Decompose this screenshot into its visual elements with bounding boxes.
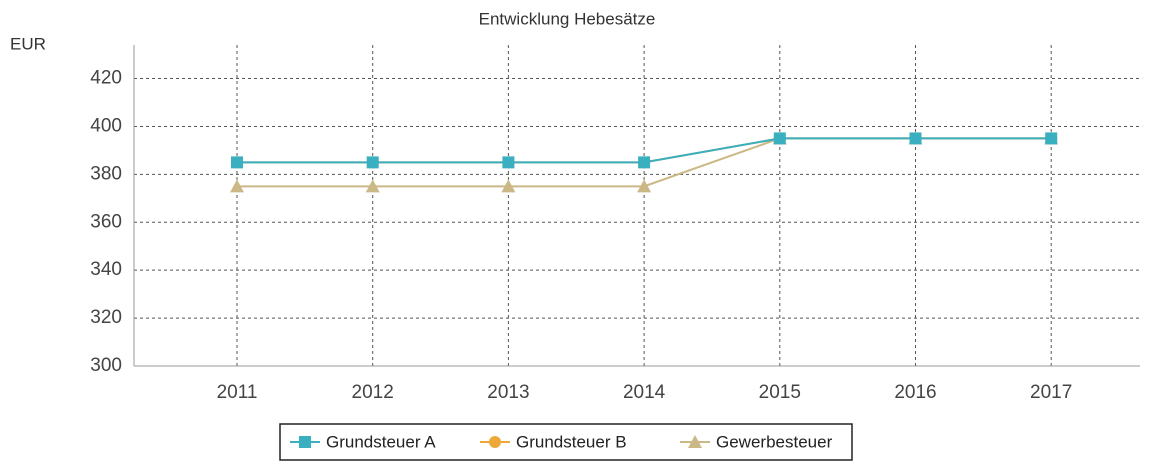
legend-label: Grundsteuer A [326,432,436,451]
y-tick-label: 380 [90,163,122,184]
legend-marker [688,435,702,448]
y-axis-label: EUR [10,34,46,53]
x-tick-label: 2017 [1030,382,1072,403]
y-tick-label: 300 [90,355,122,376]
data-point [1045,132,1058,145]
x-tick-label: 2015 [759,382,801,403]
x-tick-label: 2016 [894,382,936,403]
y-tick-label: 420 [90,68,122,89]
data-point [366,156,379,169]
x-tick-label: 2014 [623,382,666,403]
x-tick-label: 2012 [352,382,394,403]
x-tick-label: 2013 [487,382,529,403]
data-point [230,179,244,193]
y-tick-label: 340 [90,259,122,280]
y-tick-label: 360 [90,211,122,232]
data-point [501,179,516,193]
legend-label: Gewerbesteuer [716,432,833,451]
x-tick-label: 2011 [217,382,258,403]
y-tick-label: 400 [90,115,122,136]
data-point [909,132,922,145]
data-point [231,156,243,169]
legend-marker [489,436,501,448]
data-point [637,179,652,193]
chart-title: Entwicklung Hebesätze [479,9,656,28]
legend-box [279,423,853,461]
legend-marker [299,436,311,448]
data-point [773,132,786,145]
legend-label: Grundsteuer B [516,432,627,451]
data-point [365,179,380,193]
data-point [638,156,651,169]
y-tick-label: 320 [90,307,122,328]
data-point [502,156,515,169]
